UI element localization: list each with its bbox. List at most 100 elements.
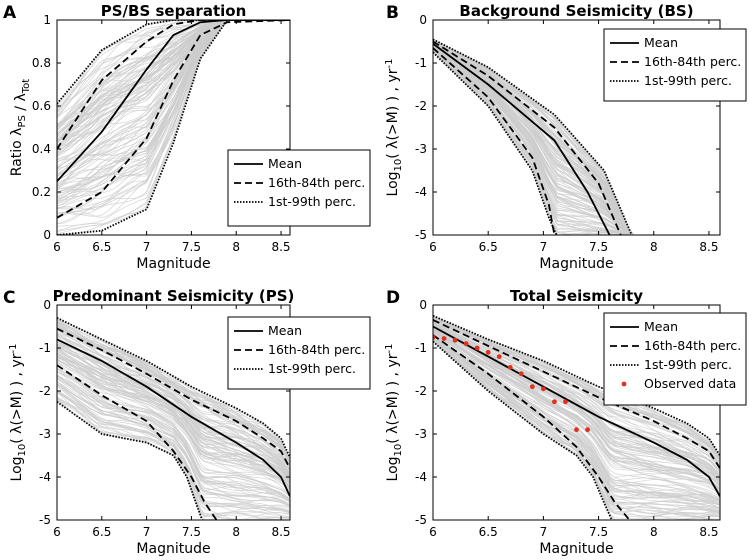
ensemble-line (57, 20, 290, 202)
series-line-1st-perc- (433, 340, 613, 520)
y-axis-label: Ratio λPS / λTot (9, 79, 32, 177)
ensemble-line (57, 20, 290, 141)
observed-point (496, 354, 502, 359)
ensemble-line (433, 333, 720, 502)
ensemble-line (57, 20, 290, 131)
ensemble-line (433, 39, 720, 235)
y-tick-label: 0.4 (32, 142, 51, 156)
y-tick-label: -4 (415, 470, 427, 484)
ensemble-line (57, 20, 290, 118)
panel-a: 6 6.5 7 7.5 8 8.5 0 0.2 0.4 0.6 0.8 1 Magnitude Ratio… (3, 2, 371, 272)
x-tick-label: 7 (143, 240, 151, 254)
ensemble-line (57, 328, 290, 468)
ensemble-lines (57, 318, 290, 520)
x-tick-label: 6 (53, 525, 61, 539)
ensemble-line (57, 371, 290, 499)
ensemble-line (433, 327, 720, 485)
axes-box (432, 19, 721, 236)
ensemble-line (57, 333, 290, 471)
series-line-99th-perc- (433, 314, 720, 456)
ensemble-line (57, 20, 290, 174)
ensemble-line (433, 330, 720, 493)
ensemble-line (433, 46, 720, 235)
legend-entry: 1st-99th perc. (268, 194, 356, 209)
x-tick-label: 7 (540, 525, 548, 539)
observed-point (585, 427, 590, 433)
ensemble-line (57, 20, 290, 178)
x-tick-label: 7.5 (182, 525, 201, 539)
ensemble-line (433, 47, 720, 235)
ensemble-line (433, 327, 720, 486)
x-tick-label: 6.5 (479, 240, 498, 254)
x-axis-label: Magnitude (136, 256, 210, 272)
series-line-mean (57, 20, 290, 182)
ensemble-line (57, 328, 290, 466)
legend-box (227, 149, 371, 227)
ensemble-line (57, 375, 290, 502)
ensemble-line (57, 20, 290, 210)
ensemble-line (57, 20, 290, 163)
x-tick-label: 8.5 (699, 240, 718, 254)
ensemble-line (57, 368, 290, 496)
ensemble-line (433, 45, 720, 235)
ensemble-line (57, 397, 290, 518)
series-line-1st-perc- (433, 51, 558, 235)
series-line-1st-perc- (57, 20, 290, 235)
ensemble-line (57, 386, 290, 510)
ensemble-line (57, 20, 290, 107)
legend-box (603, 312, 747, 406)
legend-entry: 16th-84th perc. (268, 175, 365, 190)
ensemble-line (57, 357, 290, 488)
panel-label: C (3, 288, 15, 308)
plot-area (433, 314, 720, 520)
ensemble-line (433, 330, 720, 494)
ensemble-line (433, 44, 720, 235)
observed-point (507, 364, 513, 370)
y-tick-label: 0 (43, 298, 51, 312)
y-tick-label: 1 (43, 13, 51, 27)
chart-title: Total Seismicity (510, 287, 643, 305)
ensemble-line (433, 41, 720, 235)
ensemble-line (57, 383, 290, 507)
x-tick-label: 6.5 (479, 525, 498, 539)
x-tick-label: 8 (650, 525, 658, 539)
panel-c: 6 6.5 7 7.5 8 8.5 -5 -4 -3 -2 -1 0 Magnitude Log10( λ… (3, 287, 371, 557)
ensemble-line (57, 321, 290, 461)
ensemble-line (57, 343, 290, 478)
ensemble-line (57, 392, 290, 514)
plot-area (433, 38, 720, 235)
ensemble-line (433, 39, 720, 235)
ensemble-line (433, 333, 720, 501)
series-line-16th-perc- (57, 20, 290, 219)
ensemble-line (57, 354, 290, 487)
ensemble-line (57, 398, 290, 520)
ensemble-line (57, 20, 290, 117)
ensemble-line (57, 20, 290, 144)
y-tick-label: -1 (415, 341, 427, 355)
y-tick-label: -2 (415, 384, 427, 398)
ensemble-line (433, 318, 720, 463)
y-tick-label: -2 (415, 99, 427, 113)
ensemble-line (57, 376, 290, 502)
ensemble-line (57, 380, 290, 503)
x-tick-label: 6 (429, 240, 437, 254)
y-tick-label: -3 (415, 427, 427, 441)
ensemble-line (433, 51, 720, 235)
y-axis-label: Log10( λ(>M) ) , yr-1 (8, 344, 28, 482)
ensemble-line (57, 20, 290, 185)
chart-title: Predominant Seismicity (PS) (53, 287, 295, 305)
y-tick-label: 0.2 (32, 185, 51, 199)
y-axis-label: Log10( λ(>M) ) , yr-1 (384, 344, 404, 482)
y-tick-label: -3 (39, 427, 51, 441)
ensemble-line (433, 50, 720, 235)
ensemble-line (433, 327, 720, 486)
observed-point (485, 349, 491, 355)
observed-point (452, 337, 458, 343)
ensemble-line (433, 325, 720, 481)
ensemble-line (433, 47, 720, 235)
ensemble-line (433, 337, 720, 512)
legend-entry: Mean (644, 319, 678, 334)
series-line-84th-perc- (57, 20, 290, 150)
ensemble-line (57, 20, 290, 161)
